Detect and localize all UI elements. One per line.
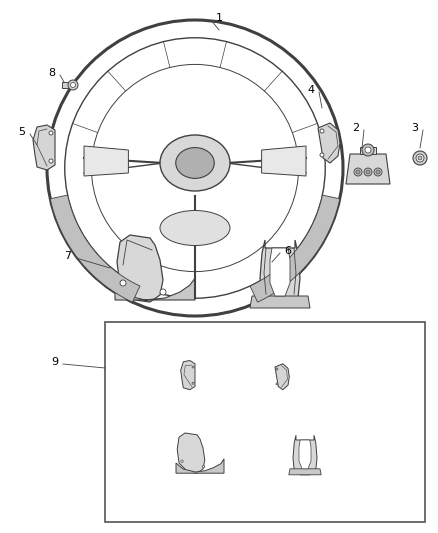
Text: 5: 5 <box>18 127 25 137</box>
Text: 1: 1 <box>215 13 223 23</box>
Polygon shape <box>318 123 340 163</box>
Text: 4: 4 <box>307 85 314 95</box>
Polygon shape <box>62 82 70 88</box>
Polygon shape <box>260 240 300 306</box>
Polygon shape <box>275 364 290 390</box>
Bar <box>105 322 425 522</box>
Circle shape <box>192 382 194 384</box>
Ellipse shape <box>176 148 214 179</box>
Polygon shape <box>360 147 376 154</box>
Text: 8: 8 <box>49 68 56 78</box>
Polygon shape <box>250 195 340 302</box>
Circle shape <box>376 170 380 174</box>
Circle shape <box>49 131 53 135</box>
Circle shape <box>320 153 324 157</box>
Text: 3: 3 <box>411 123 418 133</box>
Ellipse shape <box>160 211 230 246</box>
Circle shape <box>192 366 194 368</box>
Polygon shape <box>181 360 195 390</box>
Polygon shape <box>261 146 306 176</box>
Polygon shape <box>115 278 195 300</box>
Circle shape <box>366 170 370 174</box>
Polygon shape <box>289 469 321 475</box>
Circle shape <box>276 383 278 385</box>
Text: 7: 7 <box>64 251 71 261</box>
Circle shape <box>49 159 53 163</box>
Polygon shape <box>299 440 311 469</box>
Polygon shape <box>50 195 140 302</box>
Text: 6: 6 <box>285 246 292 256</box>
Circle shape <box>181 460 183 463</box>
Circle shape <box>160 289 166 295</box>
Polygon shape <box>176 459 224 473</box>
Circle shape <box>354 168 362 176</box>
Polygon shape <box>346 154 390 184</box>
Circle shape <box>374 168 382 176</box>
Circle shape <box>276 368 278 370</box>
Circle shape <box>364 168 372 176</box>
Circle shape <box>320 129 324 133</box>
Circle shape <box>365 147 371 153</box>
Polygon shape <box>84 146 128 176</box>
Ellipse shape <box>160 135 230 191</box>
Text: 9: 9 <box>51 357 59 367</box>
Text: 2: 2 <box>353 123 360 133</box>
Circle shape <box>418 156 422 160</box>
Circle shape <box>413 151 427 165</box>
Circle shape <box>356 170 360 174</box>
Polygon shape <box>177 433 205 473</box>
Polygon shape <box>293 435 317 475</box>
Circle shape <box>416 154 424 162</box>
Circle shape <box>202 465 205 468</box>
Polygon shape <box>117 235 163 302</box>
Circle shape <box>120 280 126 286</box>
Circle shape <box>68 80 78 90</box>
Circle shape <box>362 144 374 156</box>
Polygon shape <box>250 296 310 308</box>
Circle shape <box>71 83 75 87</box>
Polygon shape <box>270 248 290 296</box>
Polygon shape <box>33 125 55 170</box>
